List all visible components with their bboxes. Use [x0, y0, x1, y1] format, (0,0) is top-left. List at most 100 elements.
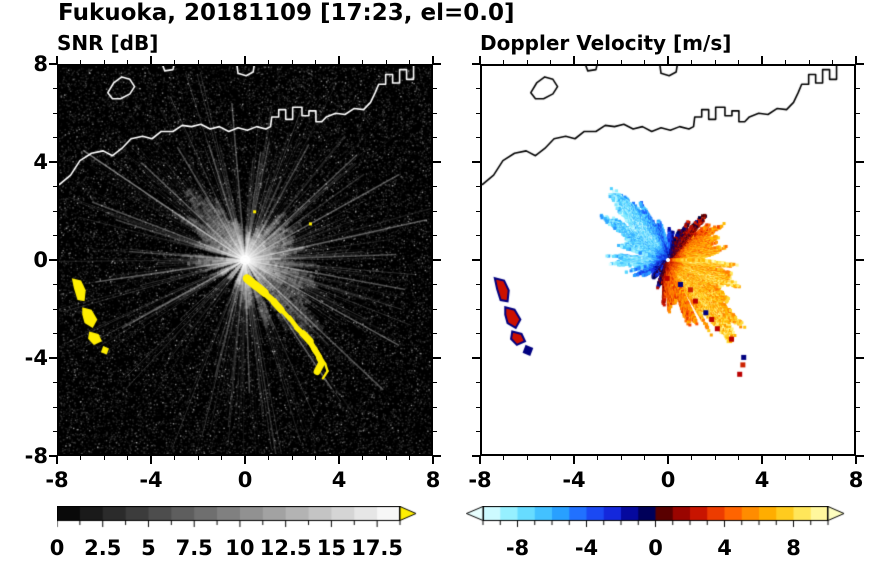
axis-tick	[49, 161, 57, 163]
axis-tick	[856, 235, 860, 236]
axis-tick	[103, 60, 105, 64]
x-axis-tick-label: 8	[848, 468, 864, 492]
snr-colorbar-label: 2.5	[84, 536, 122, 560]
snr-colorbar-label: 10	[225, 536, 255, 560]
axis-tick	[472, 259, 480, 261]
axis-tick	[738, 60, 739, 64]
doppler-colorbar-label: 0	[648, 536, 663, 560]
axis-tick	[856, 406, 860, 408]
axis-tick	[385, 456, 387, 460]
snr-colorbar	[57, 506, 419, 529]
axis-tick	[856, 357, 864, 359]
axis-tick	[550, 456, 551, 460]
axis-tick	[856, 431, 860, 432]
axis-tick	[433, 308, 437, 310]
doppler-colorbar-label: 8	[786, 536, 801, 560]
axis-tick	[856, 137, 860, 138]
axis-tick	[433, 161, 441, 163]
axis-tick	[56, 456, 58, 464]
snr-plot-frame	[57, 64, 433, 456]
axis-tick	[433, 333, 437, 334]
axis-tick	[479, 56, 481, 64]
axis-tick	[503, 456, 504, 460]
axis-tick	[785, 456, 786, 460]
axis-tick	[53, 88, 57, 89]
axis-tick	[472, 63, 480, 65]
axis-tick	[573, 456, 575, 464]
axis-tick	[221, 60, 222, 64]
axis-tick	[433, 137, 437, 138]
axis-tick	[150, 456, 152, 464]
axis-tick	[856, 161, 864, 163]
snr-colorbar-label: 0	[49, 536, 65, 560]
axis-tick	[597, 456, 598, 460]
axis-tick	[856, 259, 864, 261]
axis-tick	[433, 431, 437, 432]
axis-tick	[856, 112, 860, 114]
axis-tick	[433, 235, 437, 236]
axis-tick	[808, 60, 810, 64]
axis-tick	[476, 112, 480, 114]
axis-tick	[409, 456, 410, 460]
snr-panel-title: SNR [dB]	[57, 31, 159, 55]
x-axis-tick-label: 0	[237, 468, 253, 492]
axis-tick	[691, 60, 692, 64]
axis-tick	[855, 56, 857, 64]
axis-tick	[49, 63, 57, 65]
axis-tick	[53, 406, 57, 408]
axis-tick	[174, 60, 175, 64]
x-axis-tick-label: 4	[331, 468, 347, 492]
axis-tick	[53, 137, 57, 138]
axis-tick	[620, 60, 622, 64]
axis-tick	[856, 333, 860, 334]
y-axis-tick-label: 0	[33, 248, 48, 272]
snr-colorbar-label: 5	[141, 536, 156, 560]
axis-tick	[476, 431, 480, 432]
doppler-colorbar-label: -4	[574, 536, 599, 560]
snr-colorbar-label: 7.5	[175, 536, 213, 560]
axis-tick	[476, 210, 480, 212]
axis-tick	[433, 455, 441, 457]
axis-tick	[315, 60, 316, 64]
doppler-plot-frame	[480, 64, 856, 456]
y-axis-tick-label: 4	[33, 150, 48, 174]
axis-tick	[479, 456, 481, 464]
axis-tick	[244, 56, 246, 64]
axis-tick	[476, 88, 480, 89]
axis-tick	[53, 333, 57, 334]
axis-tick	[476, 186, 480, 187]
axis-tick	[433, 88, 437, 89]
axis-tick	[856, 186, 860, 187]
y-axis-tick-label: -8	[24, 444, 48, 468]
axis-tick	[856, 88, 860, 89]
x-axis-tick-label: 4	[754, 468, 770, 492]
axis-tick	[49, 357, 57, 359]
axis-tick	[761, 456, 763, 464]
axis-tick	[644, 60, 645, 64]
snr-plot	[57, 64, 433, 456]
axis-tick	[103, 456, 105, 460]
y-axis-tick-label: -4	[24, 346, 48, 370]
axis-tick	[761, 56, 763, 64]
axis-tick	[856, 210, 860, 212]
x-axis-tick-label: -4	[562, 468, 586, 492]
axis-tick	[856, 382, 860, 383]
axis-tick	[433, 259, 441, 261]
axis-tick	[714, 60, 716, 64]
axis-tick	[832, 456, 833, 460]
axis-tick	[53, 235, 57, 236]
axis-tick	[526, 60, 528, 64]
axis-tick	[385, 60, 387, 64]
axis-tick	[808, 456, 810, 460]
axis-tick	[856, 455, 864, 457]
axis-tick	[856, 308, 860, 310]
axis-tick	[174, 456, 175, 460]
figure-title: Fukuoka, 20181109 [17:23, el=0.0]	[58, 0, 515, 26]
axis-tick	[432, 56, 434, 64]
axis-tick	[291, 456, 293, 460]
axis-tick	[291, 60, 293, 64]
axis-tick	[362, 60, 363, 64]
axis-tick	[268, 456, 269, 460]
axis-tick	[197, 456, 199, 460]
